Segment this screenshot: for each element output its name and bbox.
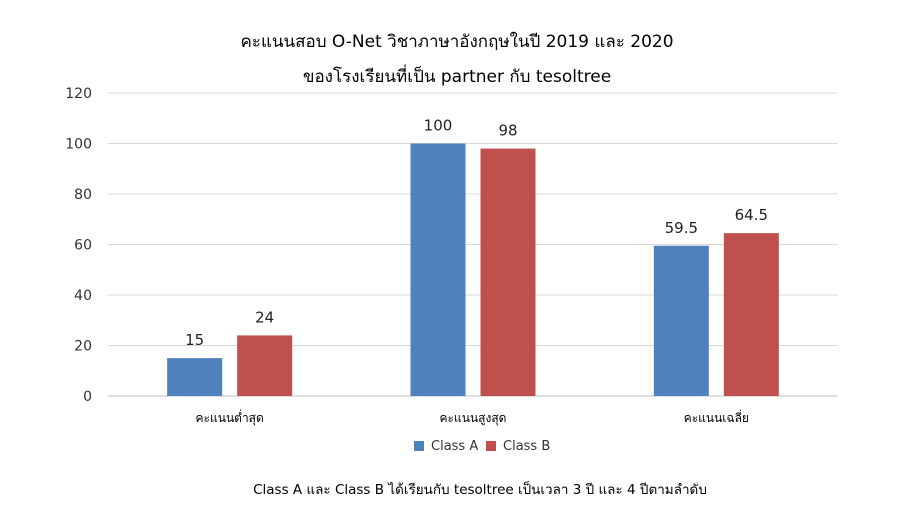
- y-tick-label: 20: [74, 339, 92, 355]
- legend-swatch: [414, 441, 424, 451]
- bar-class-b-2: [723, 233, 779, 396]
- legend-label: Class A: [431, 439, 478, 454]
- data-label: 15: [185, 331, 204, 349]
- data-label: 24: [255, 308, 274, 326]
- legend-label: Class B: [503, 439, 550, 454]
- bar-class-b-0: [237, 335, 293, 396]
- category-label: คะแนนต่ำสุด: [196, 409, 264, 426]
- gridlines: [108, 92, 838, 397]
- bar-class-a-2: [653, 245, 709, 396]
- y-axis-ticks: 0 20 40 60 80 100 120: [65, 86, 92, 405]
- y-tick-label: 40: [74, 288, 92, 304]
- y-tick-label: 80: [74, 187, 92, 203]
- legend-swatch: [486, 441, 496, 451]
- category-label: คะแนนสูงสุด: [440, 411, 507, 426]
- y-tick-label: 0: [83, 389, 92, 405]
- data-label: 98: [498, 122, 517, 140]
- y-tick-label: 100: [65, 137, 92, 153]
- bar-class-a-0: [167, 358, 223, 396]
- y-tick-label: 60: [74, 238, 92, 254]
- bars: 15 24 100 98 59.5 64.5: [167, 117, 779, 396]
- footnote: Class A และ Class B ได้เรียนกับ tesoltre…: [253, 480, 707, 498]
- chart-title-line-2: ของโรงเรียนที่เป็น partner กับ tesoltree: [303, 64, 611, 87]
- data-label: 59.5: [665, 219, 698, 237]
- data-label: 100: [424, 117, 453, 135]
- bar-class-b-1: [480, 148, 536, 396]
- chart-title-line-1: คะแนนสอบ O-Net วิชาภาษาอังกฤษในปี 2019 แ…: [240, 31, 673, 52]
- x-axis-categories: คะแนนต่ำสุด คะแนนสูงสุด คะแนนเฉลี่ย: [196, 409, 749, 426]
- data-label: 64.5: [735, 206, 768, 224]
- y-tick-label: 120: [65, 86, 92, 102]
- bar-class-a-1: [410, 143, 466, 396]
- legend: Class A Class B: [414, 439, 550, 454]
- category-label: คะแนนเฉลี่ย: [684, 409, 749, 425]
